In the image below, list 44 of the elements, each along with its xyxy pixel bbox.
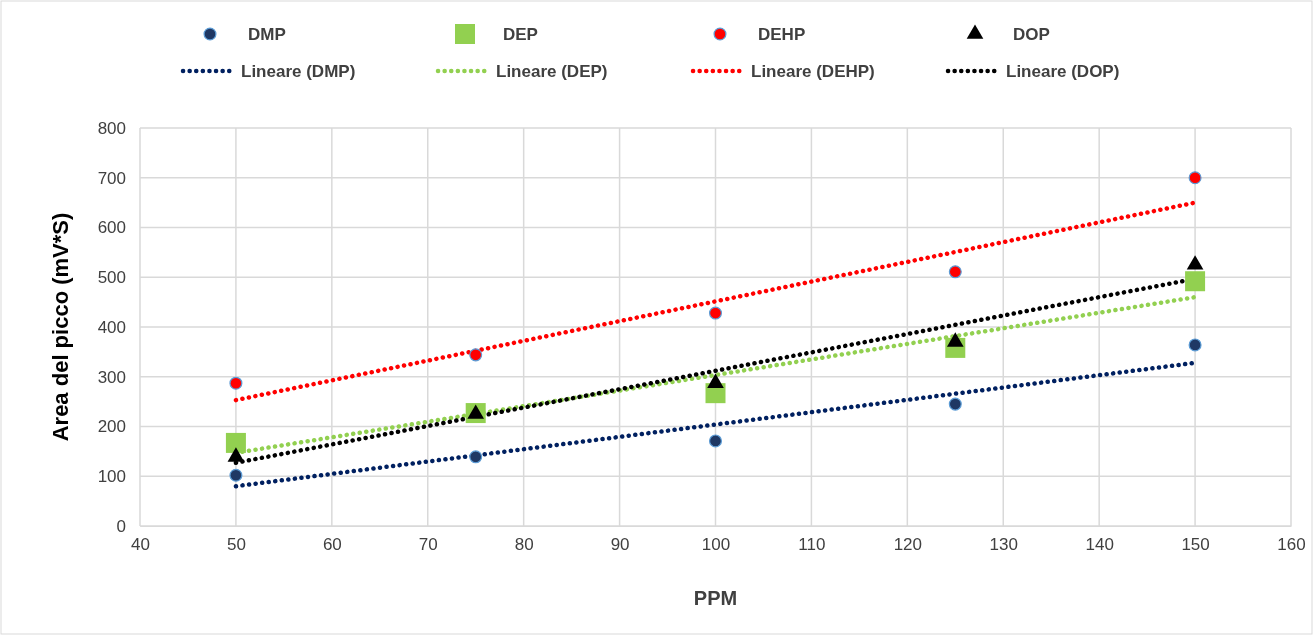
- y-tick-label: 300: [97, 367, 126, 387]
- x-tick-label: 160: [1277, 535, 1306, 555]
- x-axis-title: PPM: [693, 587, 738, 609]
- y-tick-label: 0: [116, 516, 126, 536]
- legend-label: DOP: [1013, 25, 1050, 44]
- y-tick-label: 400: [97, 317, 126, 337]
- y-tick-label: 700: [97, 168, 126, 188]
- x-tick-label: 120: [893, 535, 923, 555]
- x-tick-label: 70: [418, 535, 438, 555]
- point: [469, 450, 483, 464]
- legend-label: Lineare (DEHP): [751, 62, 875, 81]
- point: [1185, 271, 1206, 292]
- point: [225, 432, 246, 453]
- x-tick-label: 100: [701, 535, 731, 555]
- point: [708, 434, 723, 448]
- legend-label: DMP: [248, 25, 286, 44]
- x-tick-label: 90: [610, 535, 630, 555]
- x-tick-label: 40: [131, 535, 150, 555]
- y-axis-title: Area del picco (mV*S): [48, 212, 73, 442]
- legend-label: DEHP: [758, 25, 806, 44]
- point: [948, 397, 962, 411]
- point: [1188, 338, 1202, 352]
- point: [229, 468, 243, 482]
- x-tick-label: 130: [989, 535, 1018, 555]
- x-tick-label: 50: [226, 535, 246, 555]
- x-tick-label: 140: [1085, 535, 1114, 555]
- y-tick-label: 500: [97, 268, 126, 288]
- y-tick-label: 800: [97, 118, 126, 138]
- legend-label: Lineare (DOP): [1006, 62, 1120, 81]
- x-tick-label: 80: [514, 535, 534, 555]
- y-tick-label: 200: [97, 417, 126, 437]
- legend-label: Lineare (DMP): [241, 62, 356, 81]
- point: [1188, 171, 1202, 185]
- point: [229, 376, 243, 390]
- x-tick-label: 150: [1181, 535, 1210, 555]
- x-tick-label: 110: [798, 535, 826, 555]
- legend-label: Lineare (DEP): [496, 62, 608, 81]
- point: [708, 306, 723, 320]
- point: [469, 348, 483, 362]
- legend-label: DEP: [503, 25, 538, 44]
- x-tick-label: 60: [322, 535, 342, 555]
- y-tick-label: 100: [97, 467, 126, 487]
- point: [948, 265, 962, 279]
- y-tick-label: 600: [97, 218, 126, 238]
